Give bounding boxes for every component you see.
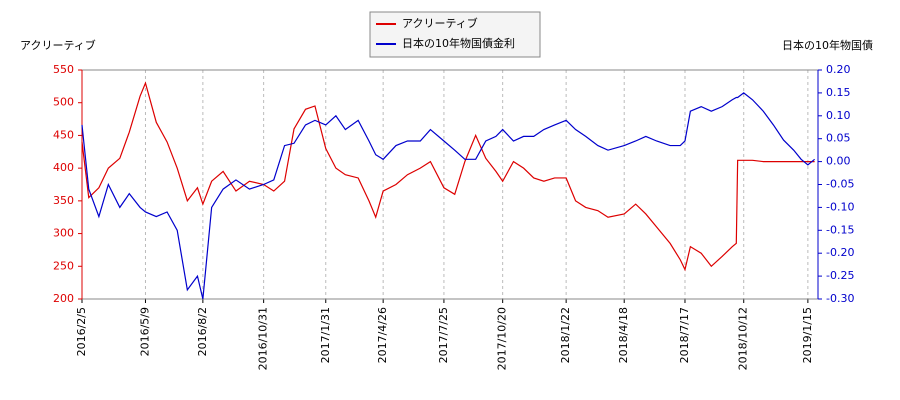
plot-frame [81, 69, 819, 300]
series-line [81, 81, 815, 272]
y2-tick-label: 0.00 [826, 155, 851, 168]
x-tick-label: 2016/5/9 [138, 307, 151, 356]
x-tick-label: 2018/10/12 [737, 307, 750, 370]
y-tick-label: 300 [53, 227, 74, 240]
x-tick-label: 2018/7/17 [678, 307, 691, 363]
y-tick-label: 550 [53, 63, 74, 76]
y2-tick-label: -0.15 [826, 223, 854, 236]
x-tick-label: 2019/1/15 [801, 307, 814, 363]
y-tick-label: 200 [53, 292, 74, 305]
x-tick-label: 2017/4/26 [376, 307, 389, 363]
y-tick-label: 500 [53, 96, 74, 109]
x-tick-label: 2016/10/31 [257, 307, 270, 370]
y2-tick-label: -0.10 [826, 200, 854, 213]
y2-tick-label: 0.15 [826, 86, 851, 99]
series-line [81, 92, 815, 300]
legend-label: アクリーティブ [402, 16, 478, 30]
y2-tick-label: 0.05 [826, 132, 851, 145]
x-tick-label: 2018/4/18 [617, 307, 630, 363]
y-tick-label: 250 [53, 259, 74, 272]
y2-tick-label: -0.30 [826, 292, 854, 305]
x-tick-label: 2017/1/31 [319, 307, 332, 363]
y-tick-label: 400 [53, 161, 74, 174]
y-tick-label: 450 [53, 128, 74, 141]
x-tick-label: 2018/1/22 [559, 307, 572, 363]
legend-box [369, 11, 541, 58]
y2-tick-label: -0.05 [826, 178, 854, 191]
y-axis-title: アクリーティブ [20, 38, 96, 52]
y-tick-label: 350 [53, 194, 74, 207]
y2-tick-label: 0.10 [826, 109, 851, 122]
x-tick-label: 2016/2/5 [75, 307, 88, 356]
legend-label: 日本の10年物国債金利 [402, 36, 515, 50]
x-tick-label: 2017/10/20 [496, 307, 509, 370]
y2-tick-label: -0.20 [826, 246, 854, 259]
y2-axis-title: 日本の10年物国債 [782, 38, 873, 52]
y2-tick-label: 0.20 [826, 63, 851, 76]
x-tick-label: 2016/8/2 [196, 307, 209, 356]
x-tick-label: 2017/7/25 [437, 307, 450, 363]
y2-tick-label: -0.25 [826, 269, 854, 282]
